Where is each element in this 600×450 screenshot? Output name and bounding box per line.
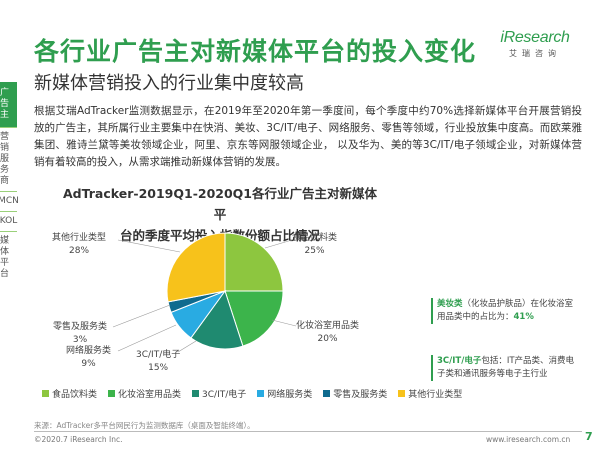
pie-slice-2 [190, 289, 244, 350]
iresearch-logo: iResearch 艾瑞咨询 [497, 29, 573, 59]
note-text: 包括：IT产品类、消费电子类和通讯服务等电子主行业 [437, 356, 575, 379]
legend-item-cosmetics: 化妆浴室用品类 [108, 387, 181, 400]
legend-label: 网络服务类 [267, 390, 313, 400]
slice-value: 15% [148, 363, 169, 373]
slice-value: 20% [317, 334, 338, 344]
page-number: 7 [585, 430, 593, 443]
leader-line-3 [117, 324, 177, 352]
sidebar-item-media[interactable]: 媒体平台 [0, 231, 17, 284]
slice-label-retail: 零售及服务类 3% [53, 321, 107, 347]
slice-label-food: 食品饮料类 25% [292, 232, 337, 258]
slice-label-3c: 3C/IT/电子 15% [136, 349, 180, 375]
sidebar-item-label: MCN [0, 196, 19, 206]
legend-item-3c: 3C/IT/电子 [192, 387, 246, 400]
legend-label: 化妆浴室用品类 [118, 390, 182, 400]
legend-label: 3C/IT/电子 [202, 390, 247, 400]
legend-item-retail: 零售及服务类 [323, 387, 387, 400]
legend-swatch [398, 390, 406, 397]
slice-value: 25% [304, 246, 325, 256]
leader-line-2 [177, 340, 197, 353]
legend-swatch [192, 390, 200, 397]
website-url: www.iresearch.com.cn [486, 435, 571, 444]
legend-item-other: 其他行业类型 [398, 387, 462, 400]
slice-value: 3% [72, 335, 88, 345]
leader-line-4 [112, 304, 171, 328]
slice-name: 网络服务类 [66, 346, 112, 356]
chart-title-line1: AdTracker-2019Q1-2020Q1各行业广告主对新媒体平 [62, 186, 377, 222]
sidebar-item-agency[interactable]: 营销服务商 [0, 127, 17, 191]
sidebar-item-label: 营销服务商 [0, 132, 10, 186]
note-text: （化妆品护肤品）在化妆浴室用品类中的占比为： [437, 299, 574, 322]
sidebar-item-mcn[interactable]: MCN [0, 191, 19, 211]
note-3c: 3C/IT/电子包括：IT产品类、消费电子类和通讯服务等电子主行业 [431, 355, 581, 381]
footer-divider [34, 431, 582, 432]
slice-label-other: 其他行业类型 28% [52, 232, 106, 258]
note-accent-bar [431, 355, 433, 381]
page-subtitle: 新媒体营销投入的行业集中度较高 [34, 73, 304, 94]
slice-label-cosmetics: 化妆浴室用品类 20% [296, 320, 359, 346]
slice-value: 9% [81, 359, 96, 369]
legend-swatch [257, 390, 265, 397]
slice-name: 食品饮料类 [292, 233, 338, 243]
legend-swatch [108, 390, 116, 397]
copyright: ©2020.7 iResearch Inc. [34, 435, 123, 444]
source-note: 来源：AdTracker多平台网民行为监测数据库（桌面及智能终端）。 [34, 421, 255, 430]
slice-label-network: 网络服务类 9% [66, 345, 111, 371]
sidebar-item-label: 广告主 [0, 88, 10, 120]
note-highlight: 美妆类 [437, 299, 463, 309]
legend-swatch [42, 390, 49, 397]
note-value: 41% [513, 312, 534, 322]
pie-slice-1 [224, 290, 284, 347]
slice-name: 3C/IT/电子 [136, 350, 181, 360]
sidebar-item-kol[interactable]: KOL [0, 211, 17, 231]
logo-wordmark: iResearch [500, 29, 570, 46]
slice-name: 化妆浴室用品类 [296, 321, 360, 331]
leader-line-1 [271, 319, 297, 327]
legend-label: 食品饮料类 [52, 390, 98, 400]
slice-value: 28% [69, 246, 90, 256]
legend-item-food: 食品饮料类 [42, 387, 97, 400]
legend-label: 其他行业类型 [408, 390, 463, 400]
legend-item-network: 网络服务类 [257, 387, 312, 400]
slice-name: 零售及服务类 [53, 322, 108, 332]
sidebar-item-advertiser[interactable]: 广告主 [0, 82, 17, 127]
note-cosmetics: 美妆类（化妆品护肤品）在化妆浴室用品类中的占比为：41% [431, 298, 579, 324]
legend-swatch [323, 390, 331, 397]
page-title: 各行业广告主对新媒体平台的投入变化 [34, 37, 477, 66]
sidebar-item-label: 媒体平台 [0, 236, 10, 279]
chart-legend: 食品饮料类 化妆浴室用品类 3C/IT/电子 网络服务类 零售及服务类 其他行业… [42, 387, 462, 400]
sidebar-item-label: KOL [0, 216, 18, 226]
slice-name: 其他行业类型 [52, 233, 107, 243]
logo-chinese: 艾瑞咨询 [509, 49, 561, 58]
note-highlight: 3C/IT/电子 [437, 356, 482, 366]
pie-slice-3 [170, 289, 227, 339]
legend-label: 零售及服务类 [333, 390, 388, 400]
note-accent-bar [431, 298, 433, 324]
pie-slice-4 [167, 290, 226, 313]
sidebar: 广告主 营销服务商 MCN KOL 媒体平台 [0, 82, 19, 284]
body-paragraph: 根据艾瑞AdTracker监测数据显示，在2019年至2020年第一季度间，每个… [34, 105, 582, 168]
